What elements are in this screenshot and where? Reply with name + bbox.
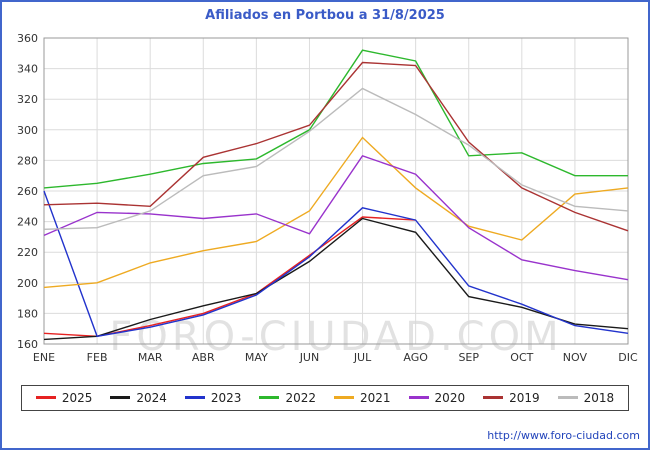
y-tick-label: 360 <box>17 32 38 45</box>
series-line-2018 <box>43 87 629 230</box>
x-tick-label: MAY <box>245 351 268 364</box>
x-tick-label: MAR <box>138 351 163 364</box>
series-line-2023 <box>43 190 629 338</box>
legend-swatch <box>483 396 504 399</box>
x-tick-label: AGO <box>403 351 428 364</box>
y-tick-label: 220 <box>17 246 38 259</box>
y-tick-label: 200 <box>17 277 38 290</box>
series-line-2021 <box>43 136 629 289</box>
x-tick-label: OCT <box>510 351 533 364</box>
y-tick-label: 240 <box>17 216 38 229</box>
footer-url-link[interactable]: http://www.foro-ciudad.com <box>487 429 640 442</box>
legend-item-2022: 2022 <box>259 391 316 405</box>
legend-item-2020: 2020 <box>408 390 466 405</box>
legend-label: 2024 <box>136 390 167 405</box>
chart-legend: 2025 2024 2023 2022 2021 2020 2019 2018 <box>20 384 630 411</box>
legend-label: 2019 <box>509 390 540 405</box>
x-tick-label: DIC <box>618 351 638 364</box>
legend-swatch <box>408 396 429 399</box>
y-tick-label: 160 <box>17 338 38 351</box>
legend-swatch <box>557 396 578 399</box>
y-tick-label: 320 <box>17 93 38 106</box>
x-tick-label: JUN <box>299 351 320 364</box>
line-chart: 160 180 200 220 240 260 280 300 320 340 360 ENE FEB M… <box>17 32 638 364</box>
legend-swatch <box>259 396 280 399</box>
legend-label: 2023 <box>210 390 242 405</box>
legend-swatch <box>35 396 56 399</box>
y-tick-label: 280 <box>17 154 38 167</box>
chart-title: Afiliados en Portbou a 31/8/2025 <box>205 8 445 23</box>
x-tick-label: NOV <box>563 351 588 364</box>
x-tick-label: ENE <box>33 351 55 364</box>
legend-item-2023: 2023 <box>184 390 242 405</box>
legend-item-2019: 2019 <box>483 391 540 405</box>
legend-label: 2022 <box>285 390 316 405</box>
x-tick-label: FEB <box>87 351 108 364</box>
y-tick-label: 340 <box>17 63 38 76</box>
series-line-2022 <box>43 49 628 189</box>
y-tick-label: 300 <box>17 124 38 137</box>
x-tick-label: ABR <box>192 351 215 364</box>
legend-wrap: 2025 2024 2023 2022 2021 2020 2019 2018 <box>2 384 648 411</box>
legend-label: 2018 <box>583 390 615 405</box>
legend-item-2025: 2025 <box>35 390 93 405</box>
series-line-2024 <box>43 217 629 341</box>
footer: http://www.foro-ciudad.com <box>487 429 640 442</box>
legend-swatch <box>334 396 354 399</box>
legend-swatch <box>184 396 205 399</box>
legend-item-2024: 2024 <box>110 391 167 405</box>
y-tick-label: 260 <box>17 185 38 198</box>
x-tick-label: JUL <box>353 351 372 364</box>
y-tick-label: 180 <box>17 307 38 320</box>
x-tick-label: SEP <box>458 351 479 364</box>
legend-label: 2025 <box>61 390 93 405</box>
legend-swatch <box>110 396 131 399</box>
legend-item-2021: 2021 <box>334 391 391 405</box>
legend-label: 2020 <box>434 390 466 405</box>
legend-item-2018: 2018 <box>557 390 615 405</box>
watermark: FORO-CIUDAD.COM <box>109 314 562 360</box>
series-line-2019 <box>43 61 629 232</box>
legend-label: 2021 <box>360 390 391 405</box>
